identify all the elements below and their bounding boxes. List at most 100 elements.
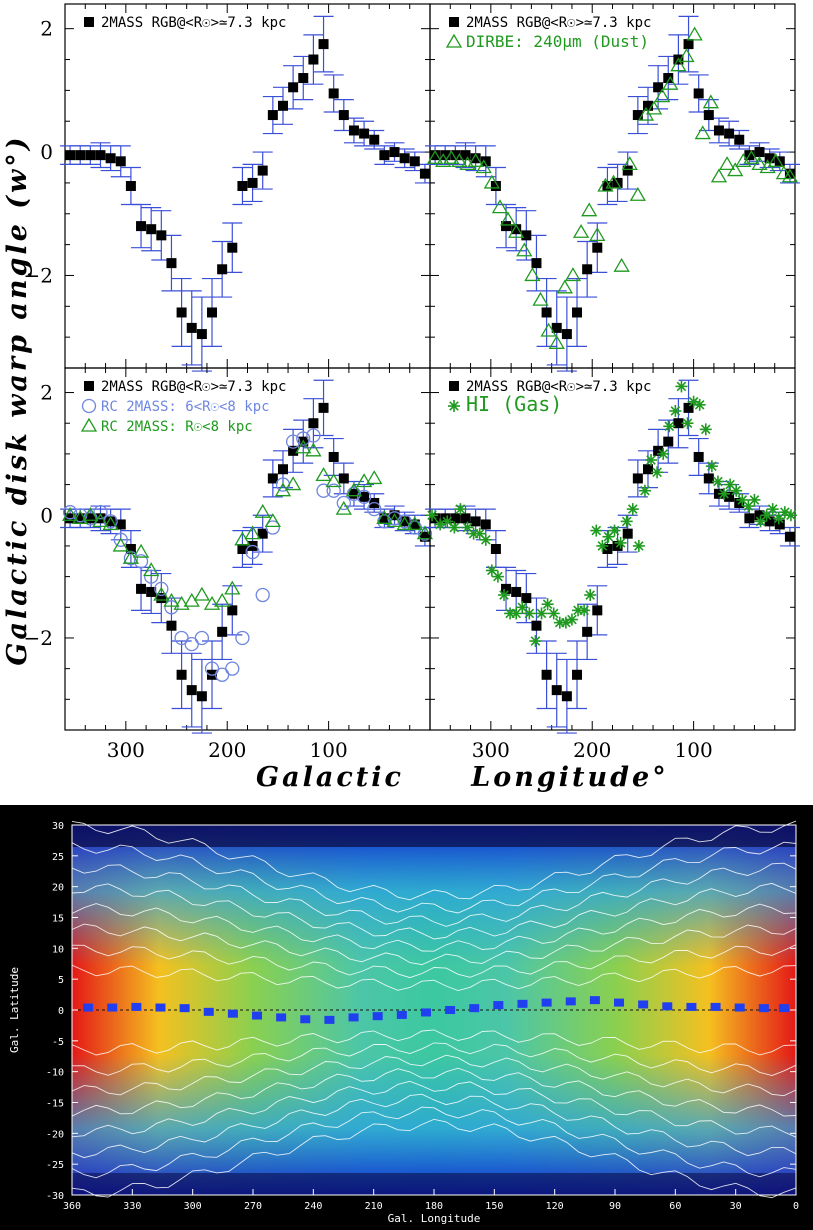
data-point [622, 528, 633, 539]
data-point [613, 257, 630, 272]
data-point [285, 434, 301, 449]
data-point [734, 134, 745, 145]
data-point [754, 147, 765, 158]
data-point [460, 513, 471, 524]
data-point [541, 669, 552, 680]
data-point [693, 451, 704, 462]
data-point [508, 223, 525, 238]
data-point [501, 583, 512, 594]
data-point [711, 475, 724, 488]
data-point [501, 221, 512, 232]
data-point [338, 473, 349, 484]
data-point [115, 156, 126, 167]
data-point [335, 500, 352, 515]
warp-marker [252, 1011, 263, 1020]
data-point [265, 520, 280, 535]
warp-marker [107, 1003, 118, 1012]
data-point [564, 267, 582, 282]
data-point [605, 174, 622, 189]
data-point [379, 513, 390, 524]
data-point [82, 506, 99, 521]
data-point [186, 322, 197, 333]
data-point [215, 667, 230, 682]
legend-label: 2MASS RGB@<R☉>≃7.3 kpc [466, 15, 651, 31]
data-point [336, 495, 351, 511]
data-point [235, 630, 250, 646]
map-y-tick-label: -30 [46, 1191, 64, 1202]
data-point [196, 691, 207, 702]
map-contour [71, 1118, 797, 1199]
data-point [483, 174, 500, 189]
data-point [93, 505, 108, 520]
data-point [702, 94, 719, 109]
data-point [359, 128, 370, 139]
warp-marker [83, 1003, 94, 1012]
data-point [743, 149, 760, 164]
data-point [491, 199, 509, 214]
data-point [572, 307, 583, 318]
data-point [144, 569, 159, 584]
data-point [146, 224, 157, 235]
warp-marker [758, 1004, 769, 1013]
y-tick-label: 0 [40, 140, 53, 164]
map-group: 360 330 300 270 240 210 180 150 120 90 60 30 0302520… [8, 820, 799, 1225]
data-point [308, 54, 319, 65]
map-y-axis-title: Gal. Latitude [8, 967, 21, 1053]
data-point [767, 153, 784, 167]
data-point [654, 88, 671, 103]
data-point [602, 544, 613, 554]
data-point [184, 636, 199, 652]
data-point [325, 473, 342, 488]
data-point [245, 544, 260, 560]
data-point [288, 445, 299, 456]
data-point [499, 211, 517, 226]
data-point [784, 531, 795, 542]
data-point [675, 380, 688, 393]
legend-label: RC 2MASS: 6<R☉<8 kpc [101, 399, 270, 415]
data-point [227, 605, 238, 616]
data-point [326, 483, 341, 498]
data-point [754, 510, 765, 521]
data-point [686, 26, 703, 41]
legend-label: 2MASS RGB@<R☉>≃7.3 kpc [101, 15, 286, 31]
x-tick-label: 100 [675, 738, 713, 762]
data-point [306, 428, 321, 443]
map-contour [71, 1093, 797, 1159]
data-point [244, 525, 261, 540]
data-point [315, 467, 332, 482]
map-x-tick-label: 270 [244, 1201, 262, 1212]
data-point [642, 464, 653, 475]
data-point [645, 454, 658, 467]
data-point [308, 418, 319, 429]
data-point [608, 524, 621, 537]
data-point [703, 110, 714, 121]
data-point [426, 509, 439, 522]
data-point [409, 519, 420, 530]
data-point [461, 521, 474, 534]
data-point [65, 150, 76, 161]
data-point [710, 168, 728, 183]
data-point [662, 75, 679, 90]
data-point [95, 150, 106, 161]
warp-marker [348, 1013, 359, 1022]
data-point [589, 227, 606, 242]
data-point [355, 473, 373, 488]
data-point [669, 404, 682, 417]
data-point [718, 156, 736, 171]
data-point [396, 516, 413, 531]
series-filled-square [60, 15, 435, 372]
map-y-tick-label: -10 [46, 1068, 64, 1079]
map-x-tick-label: 180 [425, 1201, 443, 1212]
warp-marker [203, 1007, 214, 1016]
map-x-tick-label: 330 [123, 1201, 141, 1212]
x-tick-label: 200 [573, 738, 611, 762]
map-contour [71, 923, 797, 966]
warp-marker [541, 998, 552, 1007]
map-x-tick-label: 360 [63, 1201, 81, 1212]
warp-marker [638, 1000, 649, 1009]
data-point [582, 264, 593, 275]
data-point [154, 581, 169, 597]
data-point [345, 482, 363, 497]
